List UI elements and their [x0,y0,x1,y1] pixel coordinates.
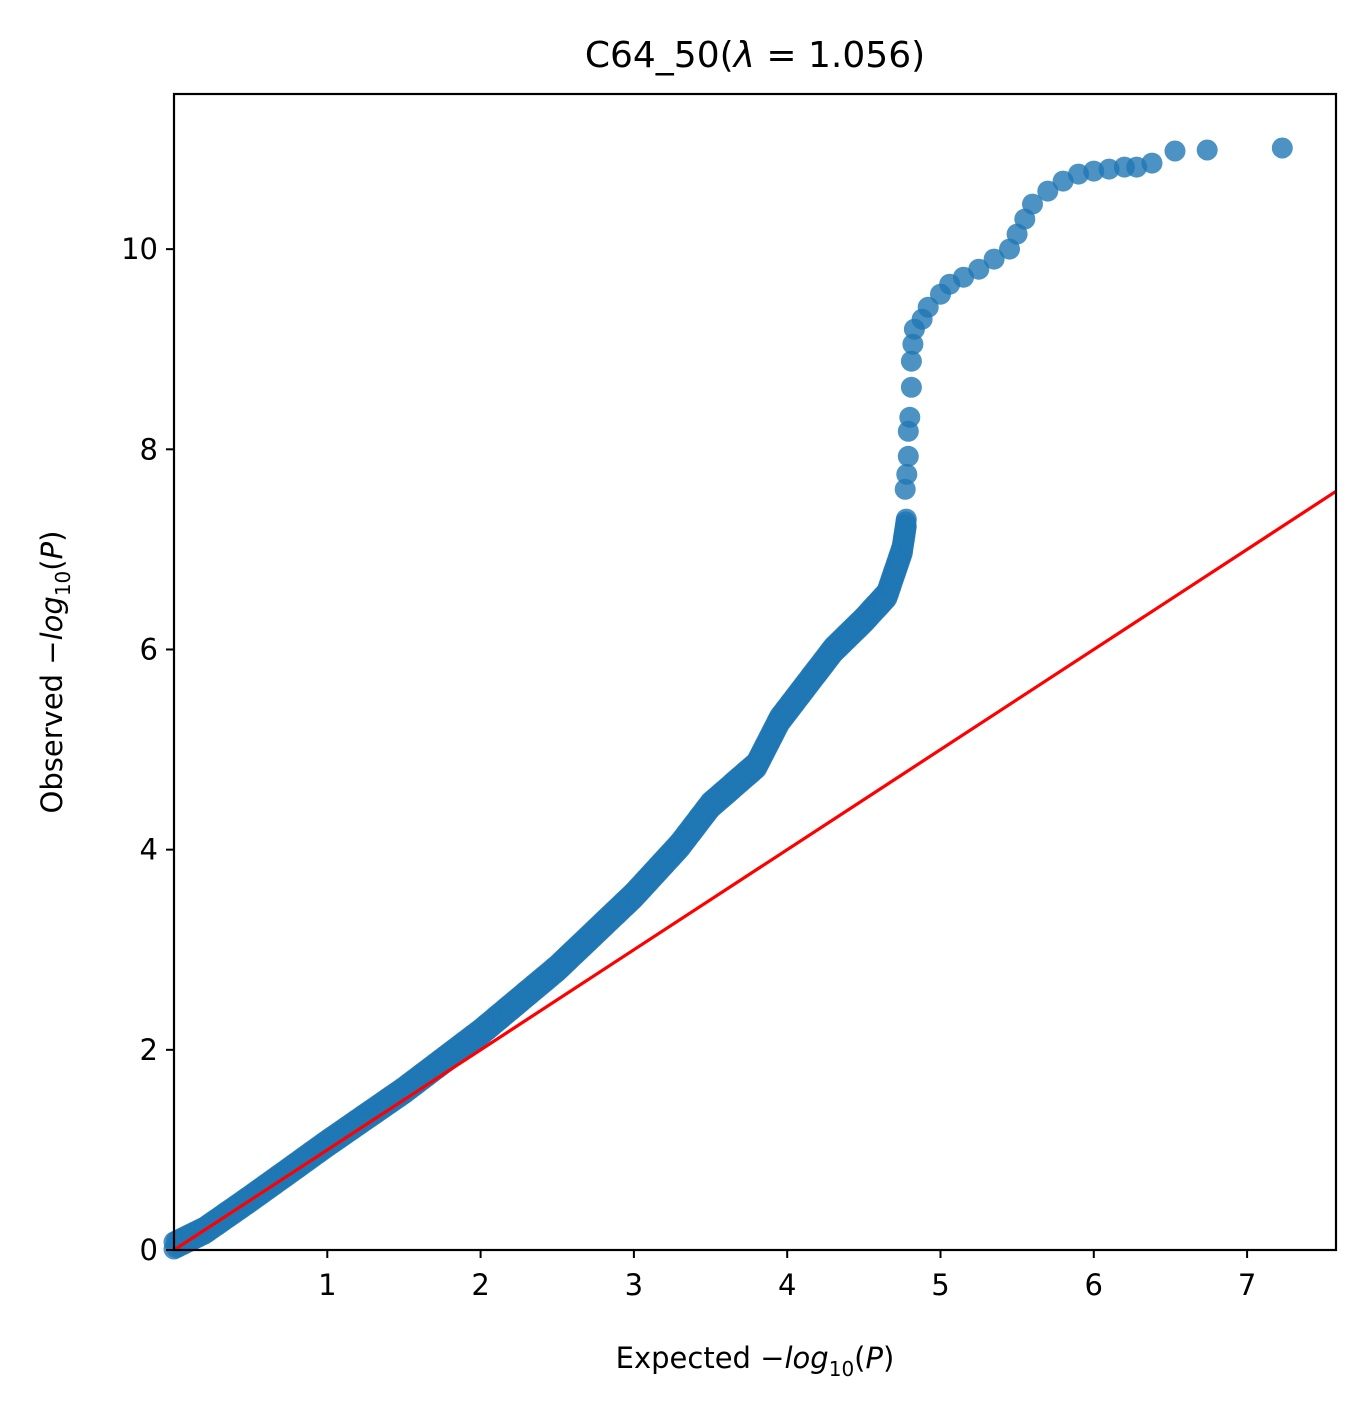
data-point [1164,140,1186,162]
y-tick-label: 0 [140,1233,158,1267]
x-tick-label: 5 [931,1268,949,1302]
data-point [1141,152,1163,174]
reference-line [173,490,1337,1252]
data-point [895,508,917,530]
x-axis-ticks: 1 2 3 4 5 6 7 [318,1250,1256,1302]
y-tick-label: 6 [140,632,158,666]
y-tick-label: 2 [140,1033,158,1067]
scatter-markers [163,137,1293,1260]
data-point [968,258,990,280]
x-tick-label: 6 [1085,1268,1103,1302]
y-tick-label: 8 [140,432,158,466]
y-axis-ticks: 0 2 4 6 8 10 [121,232,174,1267]
data-point [1271,137,1293,159]
data-point [896,463,918,485]
data-point [897,445,919,467]
data-point [900,350,922,372]
x-tick-label: 1 [318,1268,336,1302]
data-point [1022,193,1043,215]
plot-frame [172,92,1338,1252]
y-tick-label: 10 [121,232,158,266]
x-tick-label: 2 [471,1268,489,1302]
x-tick-label: 7 [1238,1268,1256,1302]
data-point [983,248,1005,270]
data-point [1037,180,1059,202]
x-tick-label: 3 [625,1268,643,1302]
data-point [1196,139,1218,161]
data-point [899,406,921,428]
data-point [1083,160,1105,182]
data-point [900,376,922,398]
chart-title: C64_50(λ = 1.056) [585,35,925,76]
y-tick-label: 4 [140,833,158,867]
y-axis-label: Observed −log10(P) [35,531,75,814]
x-tick-label: 4 [778,1268,796,1302]
data-point [1098,158,1120,180]
x-axis-label: Expected −log10(P) [616,1341,895,1381]
